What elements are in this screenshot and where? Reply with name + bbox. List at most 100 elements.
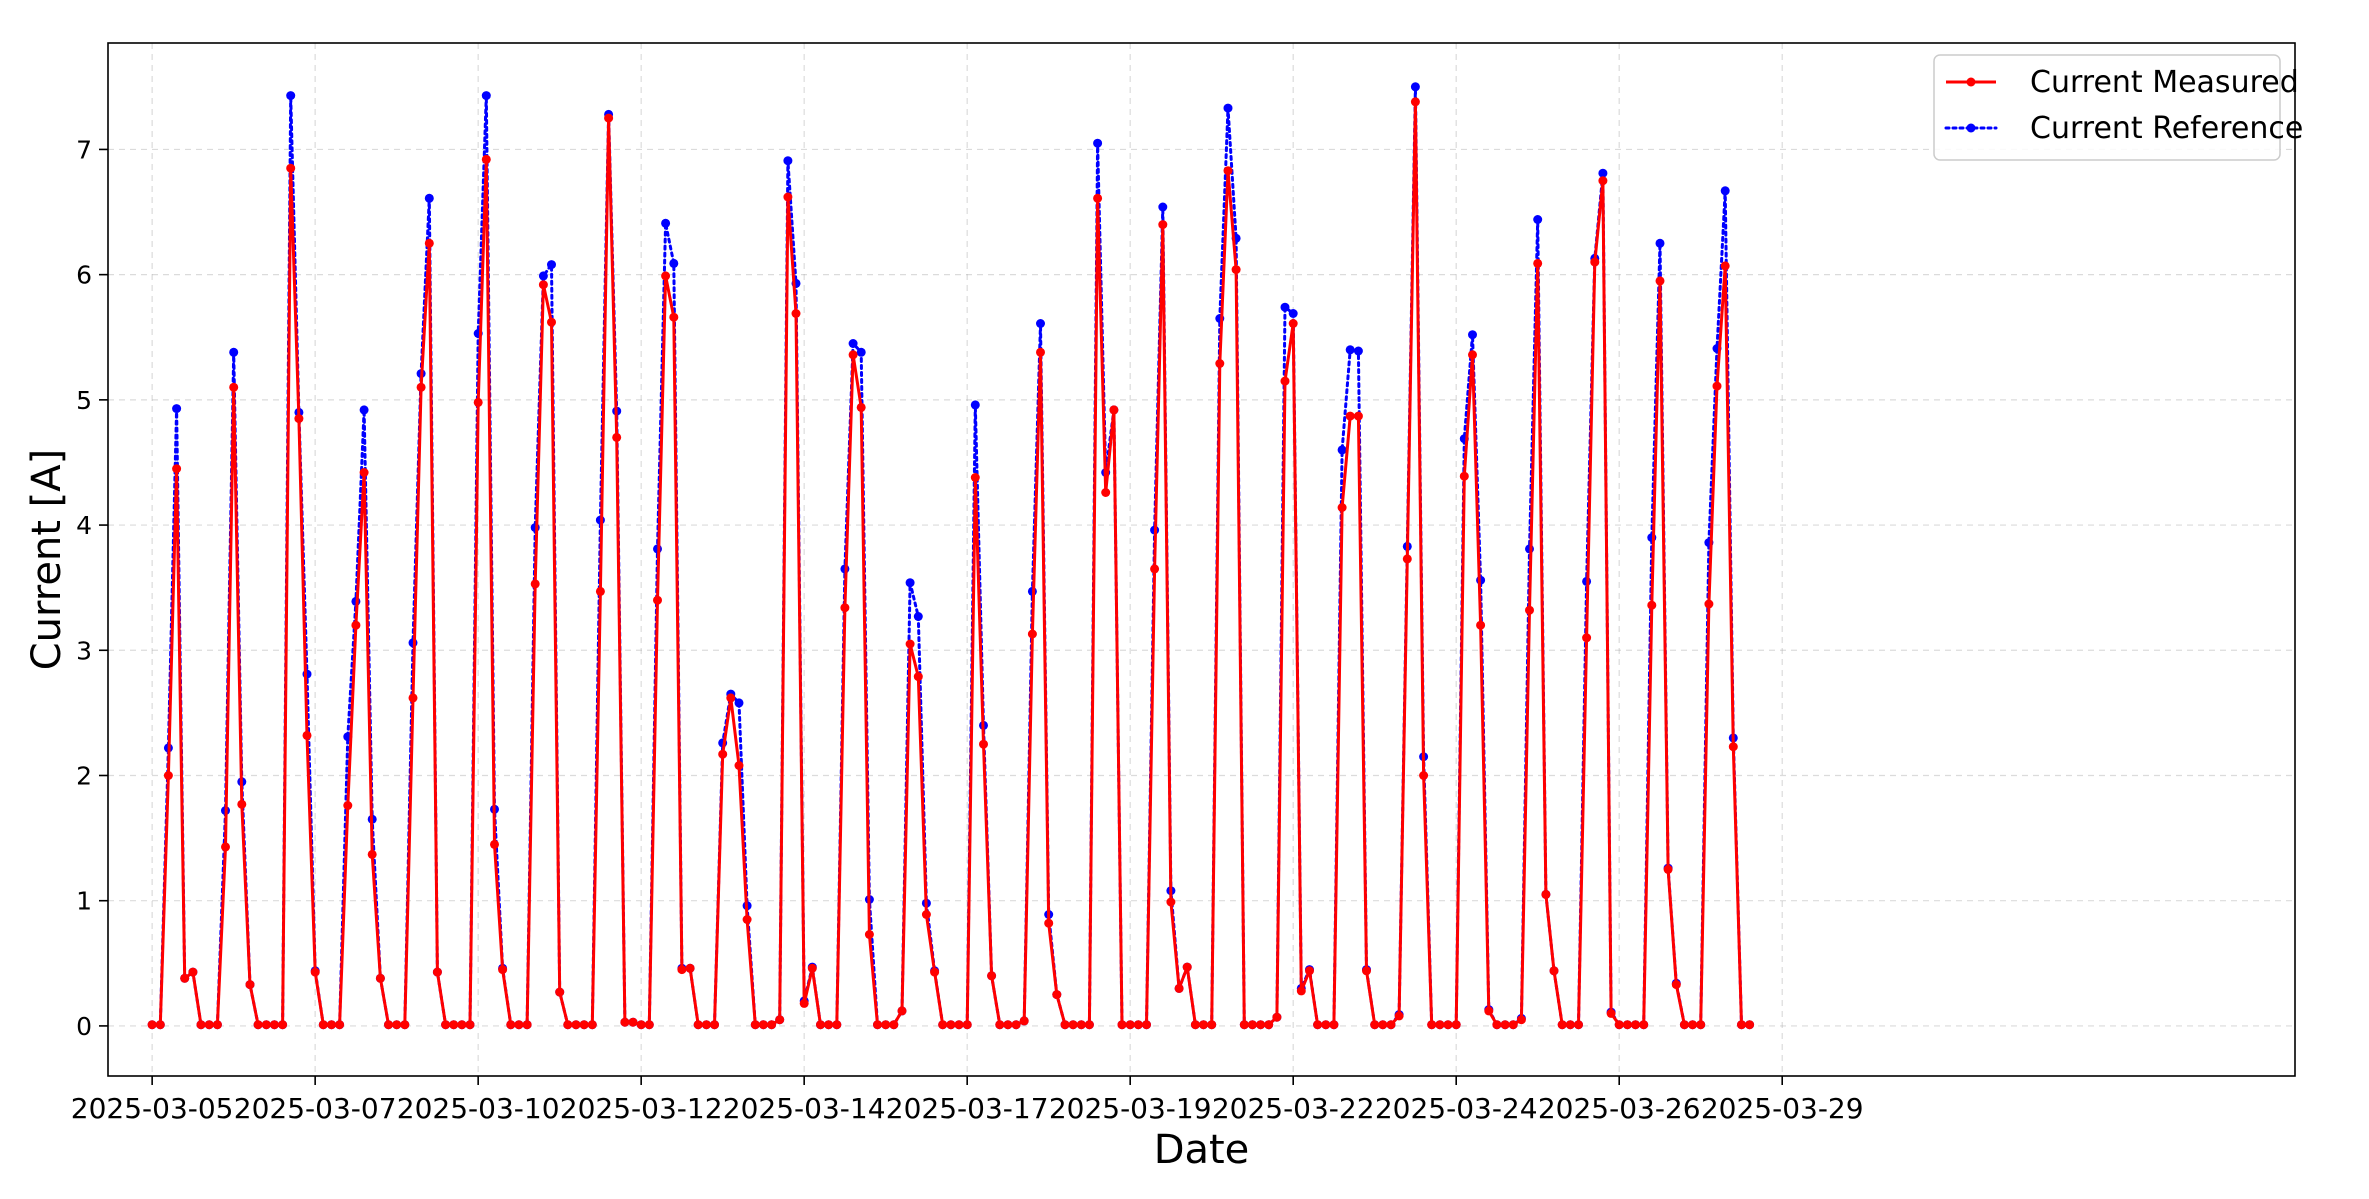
measured-point: [799, 998, 809, 1008]
measured-point: [962, 1020, 972, 1030]
measured-point: [392, 1020, 402, 1030]
reference-point: [661, 218, 671, 228]
measured-point: [1052, 990, 1062, 1000]
measured-point: [1435, 1020, 1445, 1030]
measured-point: [408, 693, 418, 703]
measured-point: [449, 1020, 459, 1030]
reference-point: [1337, 445, 1347, 455]
measured-point: [302, 730, 312, 740]
measured-point: [1582, 633, 1592, 643]
measured-point: [644, 1020, 654, 1030]
measured-point: [1060, 1020, 1070, 1030]
measured-point: [1101, 488, 1111, 497]
measured-point: [1174, 983, 1184, 993]
measured-point: [359, 468, 369, 477]
measured-point: [1728, 742, 1738, 752]
measured-point: [816, 1020, 825, 1030]
measured-point: [1378, 1020, 1388, 1030]
measured-point: [1296, 986, 1306, 996]
measured-point: [1133, 1020, 1143, 1030]
reference-point: [547, 260, 556, 270]
x-tick-label: 2025-03-19: [1049, 1092, 1212, 1125]
measured-point: [1614, 1020, 1624, 1030]
measured-point: [473, 397, 483, 407]
measured-point: [1745, 1020, 1755, 1030]
x-axis-label: Date: [1154, 1127, 1250, 1173]
measured-point: [1190, 1020, 1200, 1030]
measured-line: [152, 100, 1750, 1027]
measured-point: [1647, 600, 1657, 610]
x-tick-label: 2025-03-26: [1538, 1092, 1701, 1125]
reference-point: [669, 258, 679, 268]
x-tick-label: 2025-03-14: [723, 1092, 886, 1125]
measured-point: [245, 980, 255, 990]
measured-point: [1394, 1011, 1404, 1021]
measured-point: [1207, 1020, 1217, 1030]
reference-point: [424, 193, 434, 203]
measured-point: [1068, 1020, 1078, 1030]
x-tick-label: 2025-03-22: [1212, 1092, 1375, 1125]
measured-point: [587, 1020, 597, 1030]
y-tick-label: 2: [76, 761, 92, 790]
measured-point: [1305, 966, 1314, 976]
reference-point: [481, 91, 491, 101]
measured-point: [1313, 1020, 1323, 1030]
measured-point: [1508, 1020, 1518, 1030]
measured-point: [1622, 1020, 1632, 1030]
measured-point: [237, 799, 247, 809]
measured-point: [1410, 97, 1420, 107]
measured-point: [1720, 261, 1730, 271]
reference-point: [970, 400, 980, 410]
series-reference: [147, 82, 1755, 1030]
measured-point: [188, 967, 198, 977]
measured-point: [441, 1020, 451, 1030]
measured-point: [522, 1020, 532, 1030]
measured-point: [1541, 889, 1551, 899]
measured-point: [1158, 220, 1168, 230]
measured-point: [595, 586, 605, 596]
reference-point: [229, 347, 239, 357]
measured-point: [995, 1020, 1005, 1030]
measured-point: [204, 1020, 214, 1030]
measured-point: [180, 973, 190, 983]
measured-point: [490, 839, 499, 849]
reference-point: [1533, 215, 1543, 224]
measured-point: [310, 967, 320, 977]
measured-point: [979, 739, 988, 749]
measured-point: [514, 1020, 524, 1030]
measured-point: [457, 1020, 467, 1030]
measured-point: [506, 1020, 516, 1030]
y-tick-label: 7: [76, 135, 92, 164]
measured-point: [881, 1020, 891, 1030]
measured-point: [750, 1020, 760, 1030]
measured-point: [1525, 605, 1534, 615]
grid: [108, 43, 2295, 1076]
measured-point: [1679, 1020, 1689, 1030]
measured-point: [1125, 1020, 1135, 1030]
measured-point: [1598, 176, 1608, 186]
measured-point: [375, 973, 385, 983]
measured-point: [212, 1020, 222, 1030]
series-measured: [147, 97, 1755, 1030]
measured-point: [367, 849, 377, 859]
measured-point: [921, 910, 931, 919]
measured-point: [1565, 1020, 1575, 1030]
measured-point: [571, 1020, 581, 1030]
measured-point: [693, 1020, 703, 1030]
measured-point: [1419, 771, 1429, 780]
measured-point: [661, 271, 671, 281]
legend-measured-label: Current Measured: [2030, 65, 2299, 100]
measured-point: [1329, 1020, 1339, 1030]
measured-point: [221, 842, 230, 852]
y-tick-label: 6: [76, 261, 92, 290]
measured-point: [1321, 1020, 1331, 1030]
measured-point: [278, 1020, 288, 1030]
reference-point: [848, 339, 858, 348]
measured-point: [1142, 1020, 1151, 1030]
measured-point: [718, 749, 728, 759]
measured-point: [1076, 1020, 1086, 1030]
measured-point: [400, 1020, 410, 1030]
measured-point: [530, 579, 540, 589]
measured-point: [1476, 620, 1486, 630]
measured-point: [1704, 599, 1714, 609]
